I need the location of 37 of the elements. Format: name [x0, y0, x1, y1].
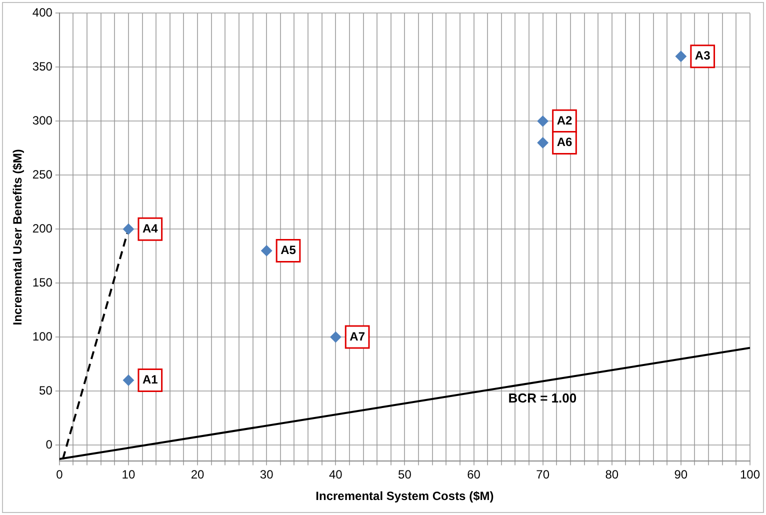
x-tick-label: 10 — [122, 468, 136, 482]
annotation: A2 — [556, 113, 572, 128]
x-tick-label: 60 — [467, 468, 481, 482]
x-tick-label: 100 — [740, 468, 760, 482]
x-tick-label: 20 — [190, 468, 205, 482]
y-axis-title: Incremental User Benefits ($M) — [10, 149, 25, 326]
annotation: A4 — [142, 221, 158, 236]
x-tick-label: 90 — [674, 468, 688, 482]
y-tick-label: 350 — [32, 59, 53, 74]
y-tick-label: 250 — [32, 167, 53, 182]
x-axis-title: Incremental System Costs ($M) — [316, 489, 494, 504]
x-tick-label: 0 — [56, 468, 64, 482]
point — [675, 50, 686, 62]
x-tick-label: 40 — [328, 468, 343, 482]
annotation: A7 — [350, 329, 366, 344]
y-tick-label: 50 — [39, 383, 53, 398]
point — [330, 332, 342, 343]
series-label: BCR = 1.00 — [508, 390, 577, 406]
point — [537, 137, 548, 148]
y-tick-label: 200 — [32, 221, 53, 236]
x-tick-label: 50 — [398, 468, 412, 482]
annotation: A3 — [694, 48, 711, 63]
y-tick-label: 400 — [32, 6, 53, 20]
x-tick-label: 80 — [605, 468, 619, 482]
point — [261, 245, 272, 256]
point — [122, 224, 134, 235]
y-tick-label: 300 — [32, 113, 53, 128]
annotation: A6 — [556, 135, 572, 150]
annotation: A5 — [280, 243, 296, 258]
annotation: A1 — [142, 372, 158, 387]
y-tick-label: 0 — [46, 437, 53, 452]
y-tick-label: 100 — [32, 329, 53, 344]
point — [122, 374, 134, 386]
y-tick-label: 150 — [32, 275, 53, 290]
point — [537, 116, 548, 127]
x-tick-label: 70 — [536, 468, 550, 482]
x-tick-label: 30 — [260, 468, 274, 482]
